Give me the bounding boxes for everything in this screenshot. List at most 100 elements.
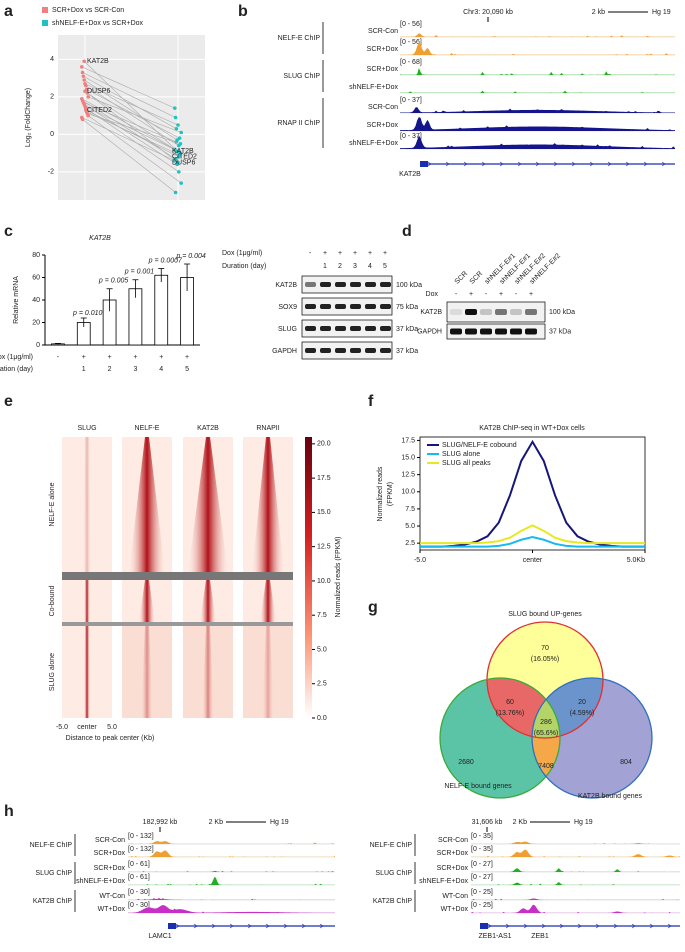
blot-band (305, 326, 316, 331)
pair-line (82, 72, 176, 118)
blot-frame (301, 319, 393, 338)
gene-arrow (499, 161, 504, 167)
heatmap-signal (188, 437, 228, 572)
pair-line (84, 83, 179, 126)
row-label: SLUG alone (49, 653, 56, 691)
range-label: [0 - 56] (400, 39, 422, 46)
x-tick-label: - (57, 354, 60, 361)
sample-label: SCR+Dox (94, 865, 126, 872)
gene-arrow (319, 923, 324, 929)
size-label: 100 kDa (396, 282, 422, 289)
region-count: 7408 (538, 763, 554, 770)
pair-line (86, 111, 180, 156)
blot-band (335, 304, 346, 309)
panel-letter: c (4, 223, 13, 240)
signal-track (471, 882, 680, 885)
blot-band (380, 282, 391, 287)
gene-name: ZEB1 (531, 933, 549, 940)
range-label: [0 - 35] (471, 833, 493, 840)
gene-arrow (229, 923, 234, 929)
y-tick-label: -2 (48, 169, 54, 176)
panel-letter: a (4, 3, 13, 20)
genome-label: Hg 19 (270, 819, 289, 826)
region-count: 804 (620, 759, 632, 766)
colorbar-label: Normalized reads (FPKM) (335, 537, 342, 618)
point (173, 106, 177, 110)
region-count: 60 (506, 699, 514, 706)
column-label: NELF-E (135, 425, 160, 432)
chart-title: KAT2B (89, 235, 111, 242)
range-label: [0 - 35] (471, 846, 493, 853)
heatmap-signal (252, 437, 284, 572)
pair-line (87, 92, 181, 154)
sample-label: WT-Con (99, 893, 125, 900)
y-tick-label: 5.0 (405, 523, 415, 530)
blot-band (510, 309, 522, 315)
protein-label: GAPDH (417, 328, 442, 335)
gene-arrow (517, 161, 522, 167)
y-tick-label: 80 (32, 252, 40, 259)
region-count: 2680 (458, 759, 474, 766)
group-label: KAT2B ChIP (373, 898, 412, 905)
blot-band (320, 348, 331, 353)
blot-frame (301, 275, 393, 294)
sample-label: SCR+Dox (367, 122, 399, 129)
panel-letter: g (368, 599, 378, 616)
legend-swatch (42, 20, 48, 26)
gene-arrow (571, 161, 576, 167)
region-percent: (16.05%) (531, 656, 559, 663)
blot-band (450, 309, 462, 315)
point (176, 160, 180, 165)
lane-label: + (529, 291, 533, 298)
gene-arrow (661, 161, 666, 167)
x-tick-label: + (133, 354, 137, 361)
colorbar-tick-label: 2.5 (317, 681, 327, 688)
lane-label: + (338, 250, 342, 257)
point (177, 170, 181, 174)
x-tick-label: 5.0 (107, 724, 117, 731)
range-label: [0 - 25] (471, 902, 493, 909)
range-label: [0 - 61] (128, 874, 150, 881)
annotation: p = 0.004 (175, 253, 205, 260)
lane-label: SCR (454, 270, 469, 285)
set-label: SLUG bound UP-genes (508, 611, 582, 618)
x-axis-label: Distance to peak center (Kb) (66, 735, 155, 742)
gene-arrow (595, 923, 600, 929)
point (80, 117, 85, 122)
blot-band (495, 309, 507, 315)
sample-label: SCR-Con (368, 104, 398, 111)
gene-arrow (175, 923, 180, 929)
y-tick-label: 12.5 (401, 472, 415, 479)
signal-track (400, 117, 675, 131)
protein-label: KAT2B (420, 309, 442, 316)
row-label: Dox (1μg/ml) (222, 250, 262, 257)
blot-band (335, 348, 346, 353)
range-label: [0 - 27] (471, 874, 493, 881)
gene-label: DUSP6 (172, 159, 195, 166)
sample-label: shNELF-E+Dox (349, 84, 398, 91)
y-tick-label: 7.5 (405, 506, 415, 513)
blot-band (320, 304, 331, 309)
row-label: Duration (day) (0, 366, 33, 373)
blot-band (320, 282, 331, 287)
row-label: Dox (426, 291, 439, 298)
blot-band (365, 326, 376, 331)
lane-label: 1 (323, 263, 327, 270)
heatmap-signal (262, 626, 274, 718)
heatmap-signal (200, 580, 216, 622)
y-tick-label: 2.5 (405, 540, 415, 547)
gene-arrow (505, 923, 510, 929)
protein-label: SLUG (278, 326, 297, 333)
gene-arrow (301, 923, 306, 929)
heatmap-signal (141, 626, 153, 718)
point (84, 83, 88, 88)
colorbar-tick-label: 0.0 (317, 715, 327, 722)
blot-band (305, 304, 316, 309)
line-series (420, 439, 645, 548)
pair-line (83, 75, 177, 130)
y-tick-label: 17.5 (401, 437, 415, 444)
legend-label: SLUG all peaks (442, 460, 491, 467)
blot-band (380, 348, 391, 353)
gene-arrow (463, 161, 468, 167)
x-tick-label: 2 (108, 366, 112, 373)
